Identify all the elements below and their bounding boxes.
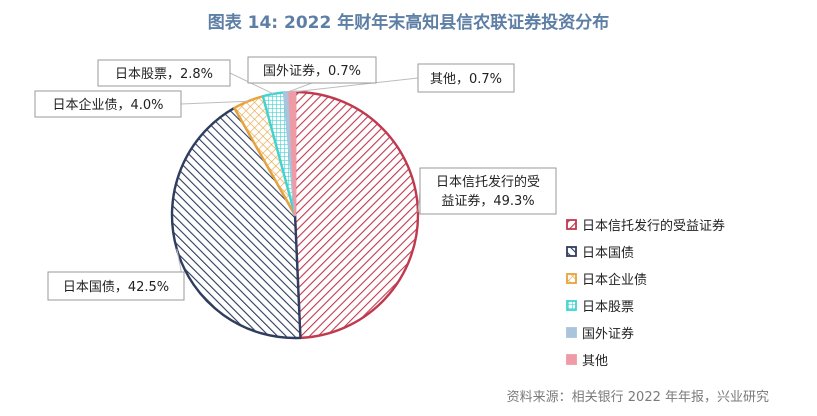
callout-label-5: 其他，0.7%: [430, 72, 502, 87]
callout-box-1: [47, 271, 185, 301]
chart-source: 资料来源：相关银行 2022 年年报，兴业研究: [506, 390, 769, 405]
chart-title: 图表 14: 2022 年财年末高知县信农联证券投资分布: [207, 13, 610, 33]
legend-swatch-4: [566, 327, 577, 338]
callout-label-3: 日本股票，2.8%: [115, 67, 213, 82]
legend-label-0: 日本信托发行的受益证券: [582, 218, 725, 234]
legend-swatch-0: [566, 219, 577, 230]
callout-box-5: [417, 63, 515, 93]
pie-slice-0: [293, 90, 420, 340]
callout-label-1: 日本国债，42.5%: [63, 280, 169, 295]
legend-swatch-5: [566, 354, 577, 365]
legend-swatch-3: [566, 300, 577, 311]
leader-line-5: [292, 77, 419, 93]
callout-label-0-line1: 日本信托发行的受: [436, 174, 540, 190]
legend-label-1: 日本国债: [582, 246, 634, 261]
callout-box-3: [97, 59, 231, 87]
legend-label-4: 国外证券: [582, 326, 634, 342]
callout-box-4: [247, 56, 377, 84]
callout-box-2: [34, 90, 182, 118]
callout-label-0-line2: 益证券，49.3%: [441, 193, 534, 209]
legend-label-5: 其他: [582, 354, 608, 369]
legend-swatch-2: [566, 273, 577, 284]
callout-box-0: [419, 167, 557, 215]
legend-label-2: 日本企业债: [582, 272, 647, 288]
callout-label-2: 日本企业债，4.0%: [52, 97, 163, 113]
callout-label-4: 国外证券，0.7%: [263, 63, 361, 79]
leader-line-4: [286, 82, 313, 93]
legend-swatch-1: [566, 246, 577, 257]
leader-line-2: [180, 100, 249, 105]
legend-label-3: 日本股票: [582, 300, 634, 315]
